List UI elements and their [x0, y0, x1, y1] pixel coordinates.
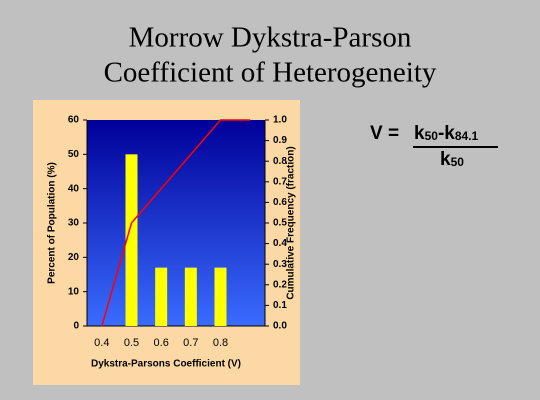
y2-tick-label: 0.4: [273, 238, 287, 249]
y-tick-label: 0: [73, 321, 79, 332]
x-tick-label: 0.8: [213, 337, 228, 349]
formula-part: k: [440, 149, 451, 170]
x-tick-label: 0.6: [154, 337, 169, 349]
x-tick-label: 0.4: [94, 337, 109, 349]
y-tick-label: 60: [68, 115, 80, 126]
cumulative-line: [101, 119, 251, 327]
y-tick-label: 30: [68, 218, 80, 229]
x-tick-label: 0.5: [124, 337, 139, 349]
y2-tick-label: 0.3: [273, 259, 287, 270]
y-tick-label: 50: [68, 149, 80, 160]
y2-tick-label: 0.7: [273, 176, 287, 187]
y2-tick-label: 0.6: [273, 197, 287, 208]
formula-denominator: k50: [440, 149, 464, 170]
y-tick-label: 40: [68, 183, 80, 194]
y2-tick-label: 0.1: [273, 300, 287, 311]
y-tick-label: 10: [68, 286, 80, 297]
y2-tick-label: 0.9: [273, 135, 287, 146]
formula-part: k: [414, 123, 425, 144]
title-line: Morrow Dykstra-Parson: [129, 22, 412, 54]
y-tick-label: 20: [68, 252, 80, 263]
plot-area: [87, 120, 265, 326]
bar: [125, 154, 138, 326]
formula-numerator: k50-k84.1: [414, 123, 479, 144]
formula: V = k50-k84.1 k50: [370, 123, 498, 170]
formula-part: -k: [438, 123, 455, 144]
y2-tick-label: 0.2: [273, 279, 287, 290]
y2-tick-label: 0.0: [273, 321, 287, 332]
y2-tick-label: 0.5: [273, 218, 287, 229]
y2-tick-label: 1.0: [273, 115, 287, 126]
formula-sub: 50: [451, 155, 465, 169]
formula-sub: 84.1: [455, 129, 479, 143]
title-line: Coefficient of Heterogeneity: [104, 57, 437, 89]
formula-lhs: V =: [370, 123, 399, 144]
formula-sub: 50: [425, 129, 439, 143]
y-axis-title: Percent of Population (%): [47, 162, 58, 284]
x-tick-label: 0.7: [183, 337, 198, 349]
x-axis-title: Dykstra-Parsons Coefficient (V): [91, 359, 241, 370]
y2-axis-title: Cumulative Frequency (fraction): [286, 146, 297, 299]
bar: [155, 267, 168, 326]
bar: [184, 267, 197, 326]
y2-tick-label: 0.8: [273, 156, 287, 167]
bar: [214, 267, 227, 326]
